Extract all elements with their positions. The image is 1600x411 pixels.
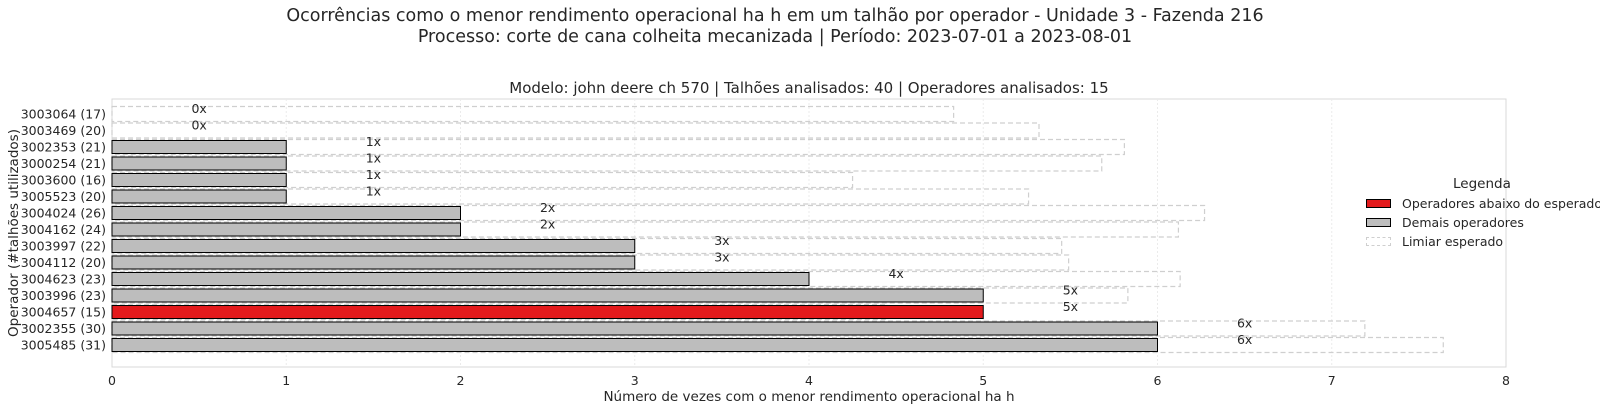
value-label: 2x bbox=[540, 200, 555, 215]
value-label: 1x bbox=[366, 151, 381, 166]
legend-label-threshold: Limiar esperado bbox=[1402, 234, 1504, 249]
legend-swatch-other bbox=[1366, 218, 1391, 227]
y-tick-label: 3002355 (30) bbox=[21, 321, 106, 336]
value-label: 5x bbox=[1063, 283, 1078, 298]
threshold-bar bbox=[111, 105, 955, 123]
y-tick-label: 3004623 (23) bbox=[21, 272, 106, 287]
bar bbox=[111, 272, 810, 286]
threshold-bar bbox=[111, 122, 1040, 139]
bar bbox=[111, 338, 1158, 352]
bar bbox=[111, 321, 1158, 336]
value-label: 0x bbox=[191, 118, 206, 133]
y-tick-label: 3003469 (20) bbox=[21, 123, 106, 138]
value-label: 6x bbox=[1237, 316, 1252, 331]
y-tick-label: 3003997 (22) bbox=[21, 239, 106, 254]
x-tick-label: 1 bbox=[282, 373, 290, 388]
y-tick-label: 3004162 (24) bbox=[21, 222, 106, 237]
value-label: 4x bbox=[888, 266, 903, 281]
x-tick-label: 5 bbox=[979, 373, 987, 388]
threshold-bar bbox=[111, 287, 1129, 304]
legend-swatch-below bbox=[1366, 199, 1391, 208]
legend-label-below: Operadores abaixo do esperado bbox=[1402, 196, 1600, 211]
y-tick-label: 3004112 (20) bbox=[21, 255, 106, 270]
y-tick-label: 3003996 (23) bbox=[21, 288, 106, 303]
threshold-bar bbox=[111, 171, 854, 189]
bar-below-expected bbox=[111, 305, 984, 319]
bar bbox=[111, 255, 636, 270]
y-tick-label: 3003600 (16) bbox=[21, 173, 106, 188]
bar bbox=[111, 140, 287, 154]
bar bbox=[111, 239, 636, 253]
x-tick-label: 6 bbox=[1154, 373, 1162, 388]
x-tick-label: 3 bbox=[631, 373, 639, 388]
legend-item-below: Operadores abaixo do esperado bbox=[1366, 196, 1600, 215]
bar bbox=[111, 156, 287, 171]
bar bbox=[111, 189, 287, 204]
legend-item-other: Demais operadores bbox=[1366, 215, 1600, 234]
bar bbox=[111, 173, 287, 187]
threshold-bar bbox=[111, 138, 1125, 156]
value-label: 1x bbox=[366, 134, 381, 149]
y-tick-label: 3004024 (26) bbox=[21, 206, 106, 221]
bar bbox=[111, 288, 984, 303]
chart-legend: Legenda Operadores abaixo do esperado De… bbox=[1366, 176, 1600, 253]
threshold-bar bbox=[111, 204, 1206, 222]
threshold-bar bbox=[111, 303, 889, 321]
y-tick-label: 3003064 (17) bbox=[21, 107, 106, 122]
threshold-bar bbox=[111, 188, 1030, 205]
y-tick-label: 3005523 (20) bbox=[21, 189, 106, 204]
value-label: 0x bbox=[191, 101, 206, 116]
y-tick-label: 3005485 (31) bbox=[21, 338, 106, 353]
x-tick-label: 2 bbox=[457, 373, 465, 388]
legend-label-other: Demais operadores bbox=[1402, 215, 1524, 230]
chart-title-line2: Processo: corte de cana colheita mecaniz… bbox=[417, 27, 1133, 47]
value-label: 5x bbox=[1063, 299, 1078, 314]
value-label: 6x bbox=[1237, 332, 1252, 347]
legend-title: Legenda bbox=[1453, 176, 1511, 192]
x-tick-label: 7 bbox=[1328, 373, 1336, 388]
y-tick-label: 3000254 (21) bbox=[21, 156, 106, 171]
threshold-bar bbox=[111, 254, 1070, 271]
chart-subtitle: Modelo: john deere ch 570 | Talhões anal… bbox=[509, 79, 1109, 97]
legend-swatch-threshold bbox=[1366, 237, 1391, 246]
threshold-bar bbox=[111, 336, 1444, 354]
x-tick-label: 0 bbox=[108, 373, 116, 388]
y-axis-label: Operador (#talhões utilizados) bbox=[6, 129, 22, 337]
bar bbox=[111, 206, 461, 220]
legend-item-threshold: Limiar esperado bbox=[1366, 234, 1600, 253]
value-label: 3x bbox=[714, 233, 729, 248]
threshold-bar bbox=[111, 270, 1181, 288]
value-label: 2x bbox=[540, 217, 555, 232]
value-label: 1x bbox=[366, 184, 381, 199]
x-tick-label: 4 bbox=[805, 373, 813, 388]
value-label: 3x bbox=[714, 250, 729, 265]
y-tick-label: 3004657 (15) bbox=[21, 305, 106, 320]
y-tick-label: 3002353 (21) bbox=[21, 140, 106, 155]
bar bbox=[111, 222, 461, 237]
value-label: 1x bbox=[366, 167, 381, 182]
x-tick-label: 8 bbox=[1502, 373, 1510, 388]
x-axis-label: Número de vezes com o menor rendimento o… bbox=[603, 389, 1014, 405]
chart-title: Ocorrências como o menor rendimento oper… bbox=[286, 6, 1264, 26]
